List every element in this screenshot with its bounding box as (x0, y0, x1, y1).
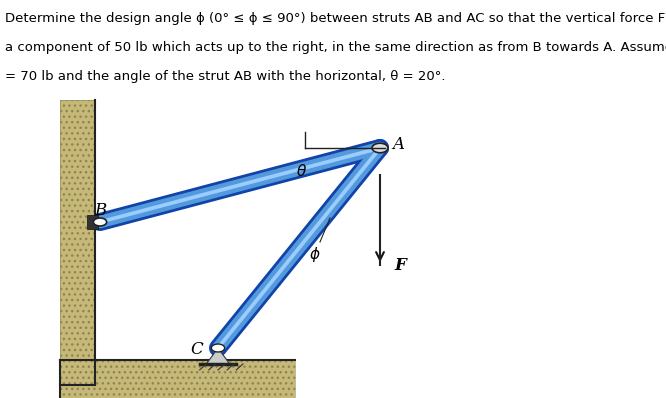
Text: C: C (190, 341, 202, 359)
Circle shape (372, 143, 388, 153)
Text: = 70 lb and the angle of the strut AB with the horizontal, θ = 20°.: = 70 lb and the angle of the strut AB wi… (5, 70, 446, 83)
Text: Determine the design angle ϕ (0° ≤ ϕ ≤ 90°) between struts AB and AC so that the: Determine the design angle ϕ (0° ≤ ϕ ≤ 9… (5, 12, 666, 25)
Circle shape (93, 218, 107, 226)
Text: $\phi$: $\phi$ (309, 245, 321, 264)
Polygon shape (87, 215, 98, 229)
Polygon shape (60, 360, 295, 398)
Text: a component of 50 lb which acts up to the right, in the same direction as from B: a component of 50 lb which acts up to th… (5, 41, 666, 54)
Text: A: A (392, 136, 404, 152)
Text: F: F (395, 256, 406, 273)
Polygon shape (60, 100, 95, 385)
Text: B: B (95, 201, 107, 219)
Circle shape (211, 344, 224, 352)
Text: $\theta$: $\theta$ (296, 163, 308, 179)
Polygon shape (95, 360, 295, 385)
Polygon shape (206, 348, 230, 364)
